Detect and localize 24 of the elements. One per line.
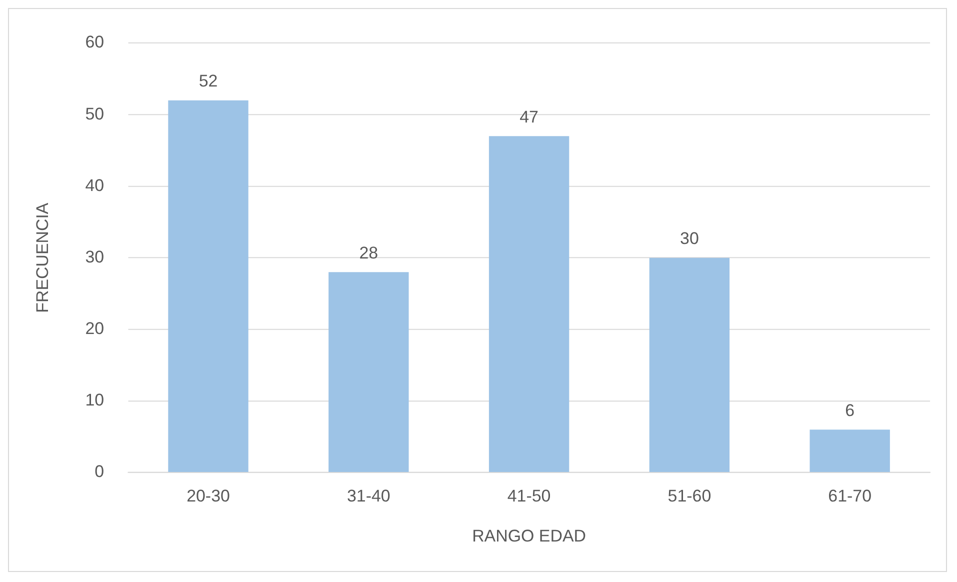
x-tick-label: 41-50 xyxy=(507,486,551,506)
y-tick-label: 0 xyxy=(94,462,104,482)
data-label: 52 xyxy=(198,72,218,91)
data-label: 30 xyxy=(680,229,699,248)
x-tick-label: 20-30 xyxy=(186,486,230,506)
x-axis-title: RANGO EDAD xyxy=(472,526,586,546)
bar xyxy=(328,272,409,472)
y-tick-label: 10 xyxy=(85,390,104,410)
bar xyxy=(488,136,570,472)
y-tick-label: 30 xyxy=(85,247,104,266)
data-label: 28 xyxy=(359,243,378,262)
y-tick-label: 40 xyxy=(85,176,104,195)
x-tick-label: 61-70 xyxy=(828,486,872,506)
y-tick-label: 50 xyxy=(85,104,104,124)
y-tick-label: 20 xyxy=(85,319,104,338)
bar xyxy=(649,258,730,472)
bar xyxy=(168,100,248,472)
bar xyxy=(810,430,890,472)
data-label: 6 xyxy=(845,400,855,420)
y-tick-label: 60 xyxy=(85,32,104,52)
y-axis-title: FRECUENCIA xyxy=(32,202,52,313)
x-tick-label: 51-60 xyxy=(668,486,712,506)
x-tick-label: 31-40 xyxy=(346,486,390,506)
data-label: 47 xyxy=(520,107,538,126)
